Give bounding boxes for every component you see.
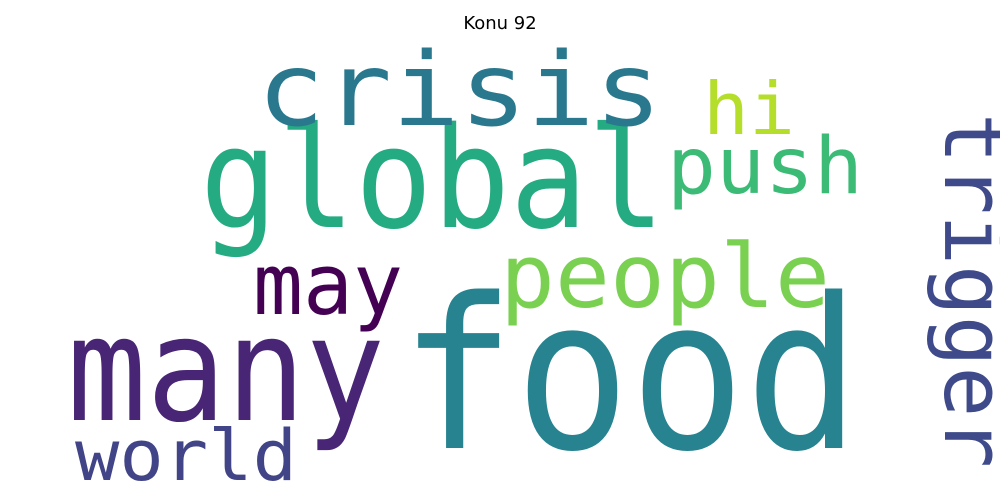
word-may: may (253, 236, 403, 335)
word-crisis: crisis (257, 31, 662, 150)
word-push: push (667, 122, 863, 212)
word-hi: hi (703, 67, 795, 151)
word-food: food (400, 253, 860, 498)
word-world: world (75, 415, 297, 497)
word-trigger: trigger (924, 113, 1000, 468)
word-global: global (200, 98, 665, 261)
word-people: people (500, 225, 830, 328)
word-many: many (67, 286, 385, 455)
chart-title: Konu 92 (463, 13, 537, 34)
